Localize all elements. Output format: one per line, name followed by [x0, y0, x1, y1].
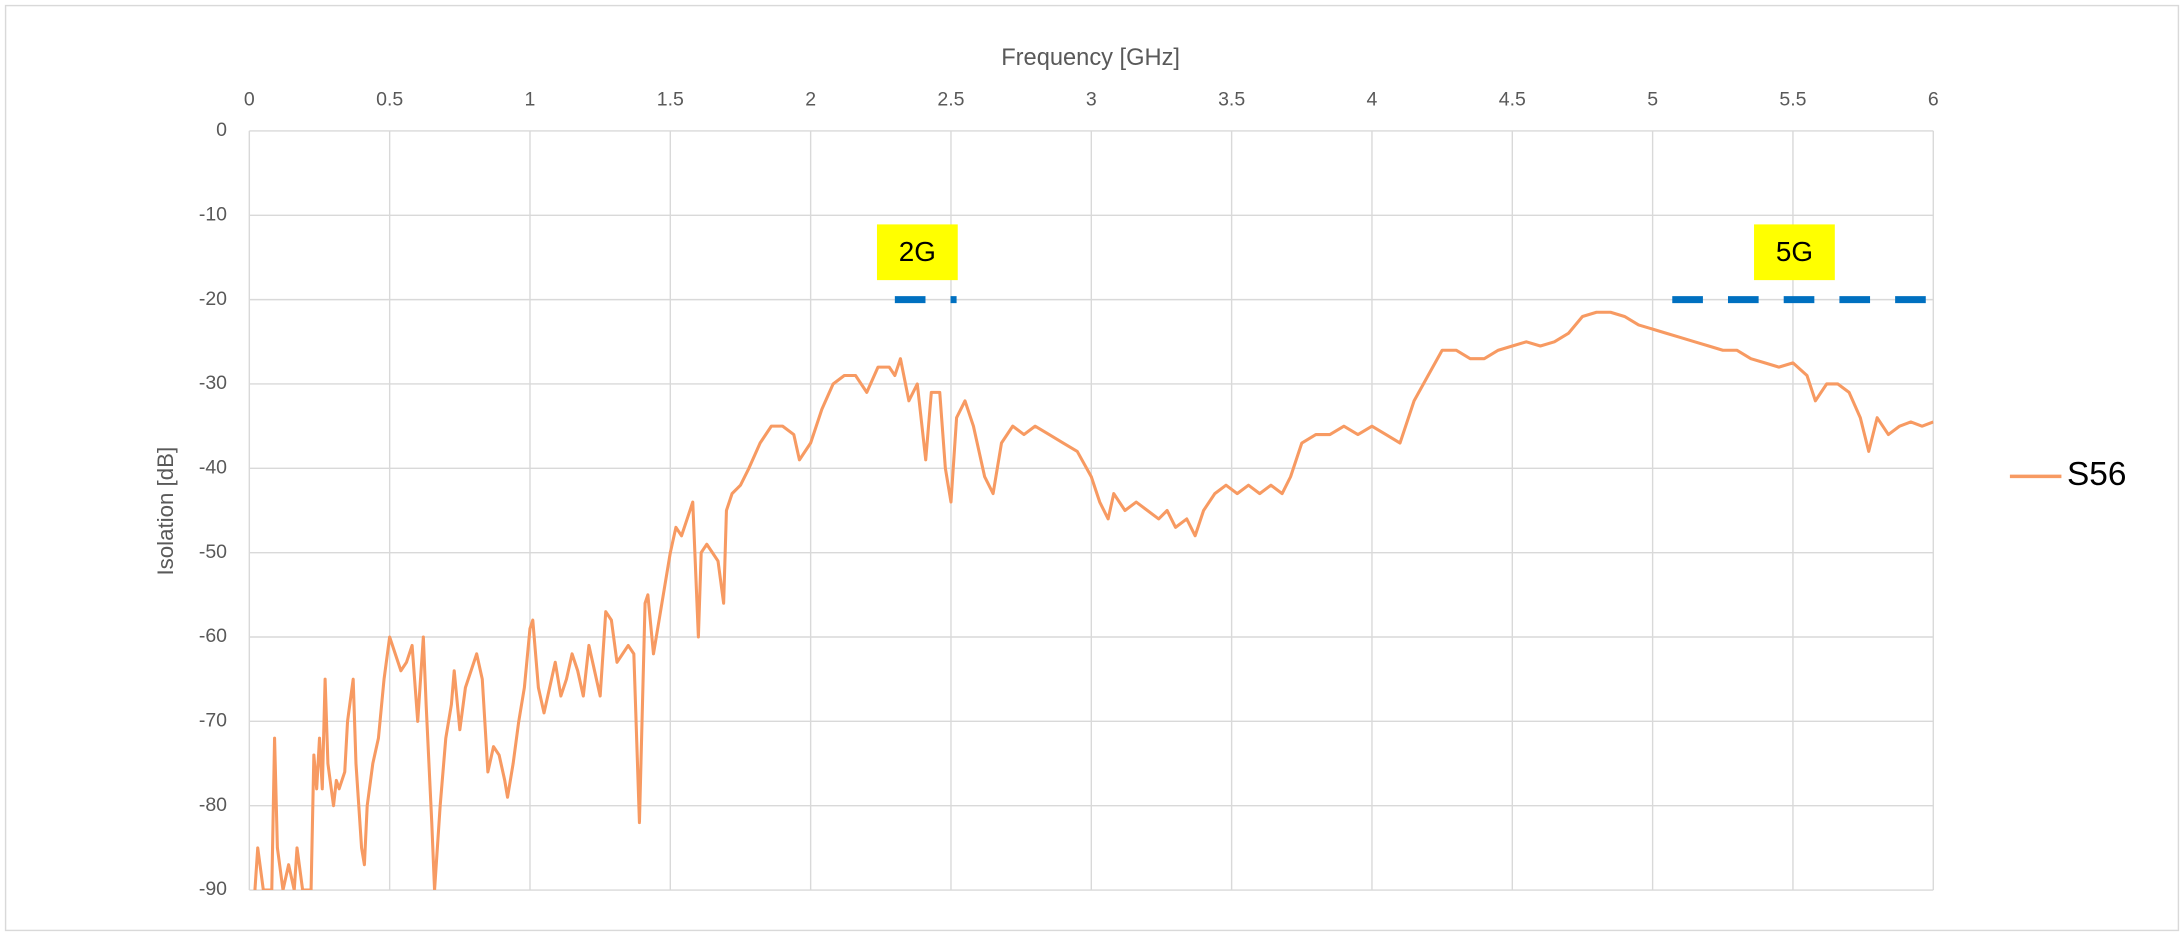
plot-area	[253, 310, 1934, 891]
x-tick-label: 0.5	[376, 88, 403, 110]
y-axis-title: Isolation [dB]	[153, 447, 178, 576]
x-tick-label: 4	[1367, 88, 1378, 110]
y-tick-label: -20	[199, 288, 227, 310]
x-tick-label: 1.5	[657, 88, 684, 110]
band-label-box	[1754, 224, 1835, 281]
x-tick-label: 0	[244, 88, 255, 110]
band-label: 2G	[899, 236, 936, 267]
legend-label: S56	[2067, 456, 2126, 493]
y-tick-label: -10	[199, 203, 227, 225]
x-tick-label: 3	[1086, 88, 1097, 110]
y-tick-label: -50	[199, 541, 227, 563]
data-line	[253, 310, 1934, 891]
y-tick-label: -70	[199, 710, 227, 732]
x-tick-label: 1	[525, 88, 536, 110]
x-axis-title: Frequency [GHz]	[1001, 45, 1180, 71]
y-tick-label: -60	[199, 625, 227, 647]
band-label-box	[876, 224, 958, 281]
y-tick-label: -30	[199, 372, 227, 394]
y-tick-label: 0	[216, 119, 227, 141]
x-tick-label: 4.5	[1499, 88, 1526, 110]
x-tick-label: 5	[1647, 88, 1658, 110]
x-tick-label: 2.5	[937, 88, 964, 110]
y-tick-label: -40	[199, 456, 227, 478]
x-tick-label: 5.5	[1779, 88, 1806, 110]
y-tick-label: -90	[199, 878, 227, 900]
x-tick-label: 6	[1928, 88, 1939, 110]
band-label: 5G	[1776, 236, 1813, 267]
x-tick-label: 2	[805, 88, 816, 110]
y-tick-label: -80	[199, 794, 227, 816]
x-tick-label: 3.5	[1218, 88, 1245, 110]
